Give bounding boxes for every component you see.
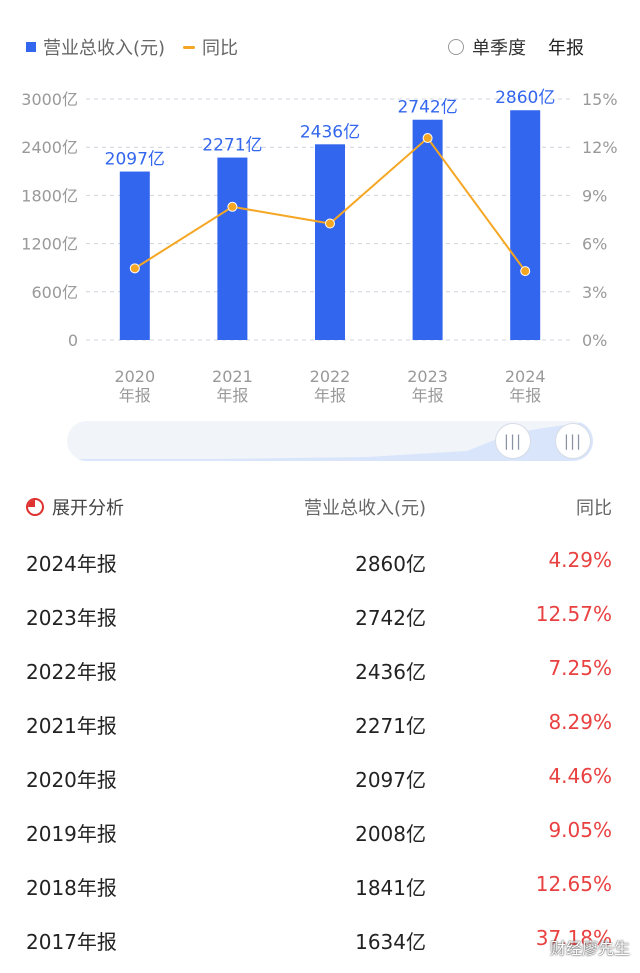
slider-preview-area <box>67 421 593 461</box>
revenue-column-header: 营业总收入(元) <box>303 498 426 519</box>
left-axis-tick: 600亿 <box>31 283 78 302</box>
revenue-bar <box>315 144 345 340</box>
annual-option[interactable]: 年报 <box>548 38 584 59</box>
table-row: 2024年报 2860亿 4.29% <box>0 532 640 586</box>
period-cell: 2019年报 <box>26 822 117 846</box>
period-cell: 2020年报 <box>26 768 117 792</box>
table-row: 2019年报 2008亿 9.05% <box>0 802 640 856</box>
revenue-chart: 0 0% 600亿 3% 1200亿 6% 1800亿 9% 2400亿 12% 3000亿 15% 2… <box>21 88 618 405</box>
data-table: 2024年报 2860亿 4.29% 2023年报 2742亿 12.57% 2022年… <box>0 532 640 964</box>
period-toggle: 单季度 年报 <box>448 34 584 60</box>
revenue-legend-swatch <box>26 42 36 52</box>
table-row: 2023年报 2742亿 12.57% <box>0 586 640 640</box>
revenue-cell: 2008亿 <box>355 822 426 846</box>
right-axis-tick: 15% <box>582 90 618 109</box>
x-axis-tick-period: 年报 <box>412 386 444 405</box>
left-axis-tick: 1800亿 <box>21 186 78 205</box>
yoy-cell: 37.18% <box>535 926 612 950</box>
revenue-cell: 2436亿 <box>355 660 426 684</box>
yoy-cell: 4.29% <box>548 548 612 572</box>
revenue-cell: 2860亿 <box>355 552 426 576</box>
right-axis-tick: 0% <box>582 331 607 350</box>
grip-icon: ||| <box>563 432 583 450</box>
table-row: 2022年报 2436亿 7.25% <box>0 640 640 694</box>
period-cell: 2017年报 <box>26 930 117 954</box>
table-row: 2021年报 2271亿 8.29% <box>0 694 640 748</box>
period-cell: 2018年报 <box>26 876 117 900</box>
table-header: 展开分析 营业总收入(元) 同比 <box>0 490 640 524</box>
left-axis-tick: 2400亿 <box>21 138 78 157</box>
expand-analysis-button[interactable]: 展开分析 <box>26 494 124 520</box>
revenue-bar <box>217 157 248 340</box>
bar-data-label: 2860亿 <box>495 88 555 108</box>
revenue-bar <box>510 110 541 340</box>
revenue-cell: 2097亿 <box>355 768 426 792</box>
table-row: 2017年报 1634亿 37.18% <box>0 910 640 964</box>
left-axis-tick: 0 <box>68 331 78 350</box>
right-axis-tick: 9% <box>582 186 607 205</box>
x-axis-tick-period: 年报 <box>509 386 541 405</box>
x-axis-tick-year: 2021 <box>212 367 253 386</box>
x-axis-tick-period: 年报 <box>119 386 151 405</box>
x-axis-tick-year: 2023 <box>407 367 448 386</box>
left-axis-tick: 3000亿 <box>21 90 78 109</box>
yoy-cell: 7.25% <box>548 656 612 680</box>
quarterly-option[interactable]: 单季度 <box>472 38 526 59</box>
yoy-cell: 12.57% <box>535 602 612 626</box>
bar-data-label: 2097亿 <box>105 150 165 170</box>
revenue-cell: 2271亿 <box>355 714 426 738</box>
x-axis-tick-period: 年报 <box>216 386 248 405</box>
watermark: 财经廖先生 <box>549 939 630 958</box>
period-cell: 2022年报 <box>26 660 117 684</box>
revenue-bar <box>412 119 443 340</box>
table-row: 2018年报 1841亿 12.65% <box>0 856 640 910</box>
revenue-cell: 1841亿 <box>355 876 426 900</box>
yoy-point <box>422 133 433 144</box>
yoy-legend-label: 同比 <box>202 38 239 59</box>
revenue-cell: 1634亿 <box>355 930 426 954</box>
range-slider[interactable]: ||| ||| <box>67 421 593 461</box>
revenue-bar <box>119 171 150 340</box>
chart-legend: 营业总收入(元) 同比 <box>26 34 238 60</box>
yoy-cell: 4.46% <box>548 764 612 788</box>
left-axis-tick: 1200亿 <box>21 235 78 254</box>
yoy-cell: 8.29% <box>548 710 612 734</box>
period-cell: 2021年报 <box>26 714 117 738</box>
expand-analysis-label: 展开分析 <box>52 498 124 519</box>
bar-data-label: 2742亿 <box>397 98 457 118</box>
revenue-cell: 2742亿 <box>355 606 426 630</box>
yoy-point <box>227 201 238 212</box>
right-axis-tick: 6% <box>582 235 607 254</box>
table-row: 2020年报 2097亿 4.46% <box>0 748 640 802</box>
quarterly-radio-icon[interactable] <box>448 39 464 55</box>
bar-data-label: 2436亿 <box>300 122 360 142</box>
right-axis-tick: 12% <box>582 138 618 157</box>
grip-icon: ||| <box>503 432 523 450</box>
right-axis-tick: 3% <box>582 283 607 302</box>
period-cell: 2024年报 <box>26 552 117 576</box>
yoy-cell: 12.65% <box>535 872 612 896</box>
pie-chart-icon <box>26 498 44 516</box>
yoy-point <box>325 218 335 229</box>
x-axis-tick-period: 年报 <box>314 386 346 405</box>
bar-data-label: 2271亿 <box>202 136 262 156</box>
yoy-legend-swatch <box>183 45 196 49</box>
revenue-legend-label: 营业总收入(元) <box>43 38 166 59</box>
yoy-cell: 9.05% <box>548 818 612 842</box>
yoy-point <box>520 266 531 277</box>
period-cell: 2023年报 <box>26 606 117 630</box>
x-axis-tick-year: 2022 <box>310 367 351 386</box>
yoy-column-header: 同比 <box>576 498 612 519</box>
slider-left-handle[interactable]: ||| <box>495 423 531 459</box>
yoy-point <box>129 263 140 274</box>
x-axis-tick-year: 2024 <box>505 367 546 386</box>
x-axis-tick-year: 2020 <box>114 367 155 386</box>
slider-right-handle[interactable]: ||| <box>555 423 591 459</box>
